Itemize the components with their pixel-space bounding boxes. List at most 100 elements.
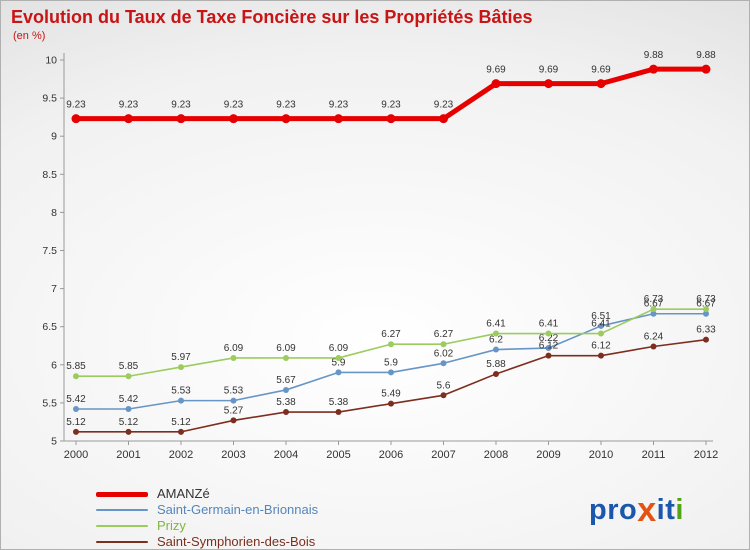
data-point [178, 428, 184, 435]
data-point [701, 64, 711, 74]
data-point [124, 114, 133, 124]
legend-label: Prizy [157, 518, 186, 533]
data-point [73, 373, 79, 380]
value-label: 5.9 [384, 357, 398, 368]
data-point [650, 306, 657, 313]
legend-line-swatch [96, 491, 148, 497]
x-tick-label: 2004 [274, 449, 298, 461]
data-point [596, 79, 606, 89]
legend-label: Saint-Germain-en-Brionnais [157, 502, 319, 517]
legend-line-swatch [96, 525, 148, 527]
logo-letter: x [637, 491, 657, 529]
data-point [440, 360, 447, 367]
data-point [281, 114, 291, 124]
legend-label: Saint-Symphorien-des-Bois [157, 534, 316, 549]
chart-title: Evolution du Taux de Taxe Foncière sur l… [11, 7, 533, 27]
value-label: 6.09 [329, 343, 349, 354]
data-point [73, 428, 79, 435]
data-point [335, 369, 342, 376]
data-point [545, 345, 552, 352]
x-tick-label: 2007 [431, 449, 455, 461]
value-label: 9.23 [381, 100, 401, 111]
x-tick-label: 2011 [642, 449, 666, 461]
data-point [176, 114, 186, 124]
logo-letter: i [656, 494, 666, 526]
y-tick-label: 6.5 [42, 321, 57, 333]
value-label: 6.67 [644, 299, 664, 310]
y-tick-label: 6 [51, 359, 57, 371]
value-label: 5.6 [437, 380, 451, 391]
x-tick-label: 2005 [326, 449, 350, 461]
data-point [125, 428, 132, 435]
data-point [491, 79, 501, 89]
value-label: 9.88 [696, 50, 716, 61]
y-tick-label: 7 [51, 283, 57, 295]
chart-subtitle: (en %) [13, 30, 46, 42]
data-point [230, 417, 237, 424]
chart-canvas: 5 5.5 6 6.5 7 7.5 8 8.5 9 9.5 10 2000 2001 2002 2003 20… [42, 50, 718, 461]
value-label: 5.27 [224, 405, 244, 416]
data-point [703, 336, 709, 343]
value-label: 5.12 [171, 417, 191, 428]
data-point [545, 330, 552, 337]
logo-letter: p [589, 494, 608, 526]
logo-letter: r [607, 494, 620, 526]
data-point [544, 79, 553, 89]
proxiti-logo: proxiti [589, 491, 684, 527]
value-label: 6.2 [489, 335, 503, 346]
value-label: 5.38 [329, 397, 349, 408]
value-label: 6.12 [591, 341, 611, 352]
value-label: 5.12 [66, 417, 86, 428]
value-label: 5.49 [381, 389, 401, 400]
value-label: 9.69 [539, 65, 559, 76]
value-label: 6.24 [644, 332, 664, 343]
data-point [334, 114, 343, 124]
legend-label: AMANZé [157, 486, 210, 501]
y-tick-label: 10 [45, 55, 57, 67]
data-point [125, 373, 132, 380]
data-point [388, 400, 394, 407]
value-label: 6.12 [539, 341, 559, 352]
data-point [386, 114, 396, 124]
value-label: 9.23 [119, 100, 139, 111]
value-label: 5.97 [171, 352, 191, 363]
logo-letter: o [619, 494, 638, 526]
data-point [230, 354, 237, 361]
x-tick-label: 2003 [221, 449, 245, 461]
legend-line-swatch [96, 509, 148, 511]
y-tick-label: 7.5 [42, 245, 57, 257]
x-tick-label: 2008 [484, 449, 508, 461]
value-label: 5.85 [119, 361, 139, 372]
data-point [493, 330, 499, 337]
value-label: 6.27 [381, 329, 401, 340]
value-label: 6.73 [644, 294, 664, 305]
value-label: 9.23 [171, 100, 191, 111]
value-label: 9.69 [486, 65, 506, 76]
value-label: 5.12 [119, 417, 139, 428]
value-label: 5.53 [171, 386, 191, 397]
data-point [649, 64, 658, 74]
data-point [125, 405, 132, 412]
value-label: 9.69 [591, 65, 611, 76]
data-point [703, 306, 709, 313]
data-point [493, 346, 499, 353]
value-label: 6.51 [591, 311, 611, 322]
value-label: 5.38 [276, 397, 296, 408]
value-label: 5.42 [119, 394, 139, 405]
data-point [440, 341, 447, 348]
value-label: 9.23 [434, 100, 454, 111]
y-tick-label: 9.5 [42, 93, 57, 105]
value-label: 6.27 [434, 329, 454, 340]
data-point [440, 392, 447, 399]
data-point [335, 354, 342, 361]
x-tick-label: 2001 [116, 449, 140, 461]
y-tick-label: 9 [51, 131, 57, 143]
data-point [703, 310, 709, 317]
value-label: 9.23 [66, 100, 86, 111]
data-point [229, 114, 238, 124]
value-label: 5.53 [224, 386, 244, 397]
data-point [545, 352, 552, 359]
data-point [650, 343, 657, 350]
data-point [439, 114, 448, 124]
